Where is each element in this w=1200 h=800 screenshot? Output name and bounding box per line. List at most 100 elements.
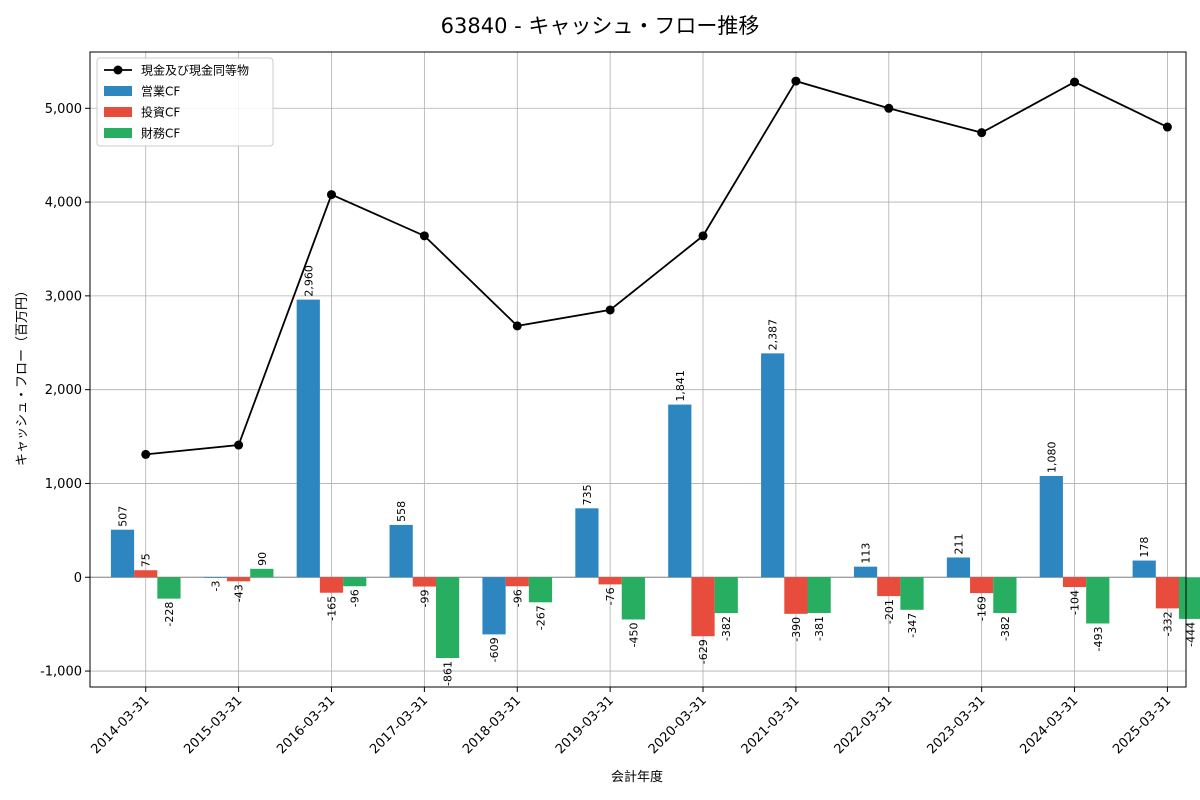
plot-frame xyxy=(89,51,1187,688)
bar-data-label: -382 xyxy=(999,616,1012,641)
cash-balance-point xyxy=(419,231,429,241)
y-axis: -1,000 0 1,000 2,000 3,000 4,000 5,000 xyxy=(40,102,90,680)
bar-data-label: -347 xyxy=(906,613,919,638)
bar xyxy=(134,570,158,578)
bar-data-label: 2,960 xyxy=(302,265,315,297)
y-tick-label: 5,000 xyxy=(45,102,82,117)
legend-frame xyxy=(96,57,274,147)
y-tick-label: 3,000 xyxy=(45,289,82,304)
bar xyxy=(853,566,878,578)
bar xyxy=(714,577,738,614)
bar-data-label: 507 xyxy=(117,506,130,527)
legend-bar-swatch xyxy=(104,128,132,138)
bar-data-label: 1,080 xyxy=(1045,441,1058,473)
legend-entry-label: 財務CF xyxy=(141,126,180,141)
bar xyxy=(807,577,831,613)
bar-data-label: 113 xyxy=(860,543,873,564)
cash-balance-point xyxy=(977,128,987,138)
bar-layer xyxy=(110,299,1200,659)
cash-balance-point xyxy=(326,190,336,200)
cash-balance-point xyxy=(512,321,522,331)
bar-data-label: 211 xyxy=(952,533,965,554)
data-label-layer: 507 -3 2,960 558 -609 735 1,841 2,387 113 211 1,08… xyxy=(117,265,1198,686)
cash-balance-point xyxy=(234,440,244,450)
y-axis-label: キャッシュ・フロー（百万円） xyxy=(15,284,30,466)
bar-data-label: -165 xyxy=(325,596,338,621)
legend-bar-swatch xyxy=(104,107,132,117)
bar xyxy=(528,577,553,603)
bar-data-label: 2,387 xyxy=(767,319,780,351)
bar-data-label: 90 xyxy=(256,552,269,566)
bar-data-label: -169 xyxy=(976,596,989,621)
bar xyxy=(1062,577,1087,588)
legend-entry-label: 現金及び現金同等物 xyxy=(141,63,249,78)
bar xyxy=(227,577,251,582)
bar xyxy=(203,577,227,578)
bar-data-label: -861 xyxy=(442,661,455,686)
plot-area: 507 -3 2,960 558 -609 735 1,841 2,387 113 211 1,08… xyxy=(89,51,1200,688)
bar xyxy=(319,577,344,593)
bar xyxy=(1086,577,1110,624)
cash-balance-line xyxy=(145,80,1168,456)
bar-data-label: 1,841 xyxy=(674,370,687,402)
cash-balance-point xyxy=(141,449,151,459)
bar xyxy=(505,577,529,587)
bar xyxy=(993,577,1017,614)
bar-data-label: -76 xyxy=(604,587,617,605)
bar-data-label: -43 xyxy=(233,584,246,602)
bar-data-label: -382 xyxy=(720,616,733,641)
y-tick-label: 4,000 xyxy=(45,196,82,211)
bar xyxy=(877,577,901,597)
bar xyxy=(296,299,320,578)
bar xyxy=(482,577,506,635)
bar-data-label: -267 xyxy=(534,605,547,630)
bar-data-label: -3 xyxy=(209,581,222,592)
x-axis-label: 会計年度 xyxy=(611,769,663,785)
bar-data-label: -201 xyxy=(883,599,896,624)
bar xyxy=(575,508,599,578)
bar-data-label: 735 xyxy=(581,484,594,505)
bar-data-label: -381 xyxy=(813,616,826,641)
bar-data-label: 178 xyxy=(1138,537,1151,558)
bar xyxy=(1039,475,1063,578)
bar xyxy=(784,577,808,614)
legend-entry-label: 投資CF xyxy=(141,105,180,120)
bar-data-label: -96 xyxy=(511,589,524,607)
bar xyxy=(343,577,367,587)
legend-bar-swatch xyxy=(104,86,132,96)
bar-data-label: -104 xyxy=(1069,590,1082,615)
bar xyxy=(1155,577,1180,609)
bar xyxy=(1179,577,1200,619)
bar-data-label: -390 xyxy=(790,617,803,642)
bar xyxy=(761,353,785,578)
bar xyxy=(621,577,645,620)
bar xyxy=(598,577,622,585)
bar-data-label: -96 xyxy=(349,589,362,607)
bar xyxy=(668,404,692,578)
bar-data-label: 558 xyxy=(395,501,408,522)
bar-data-label: 75 xyxy=(140,553,153,567)
bar xyxy=(435,577,460,659)
bar-data-label: -444 xyxy=(1185,622,1198,647)
cash-balance-point xyxy=(1070,77,1080,87)
cash-balance-point xyxy=(884,103,894,113)
bar xyxy=(691,577,715,637)
y-tick-label: 1,000 xyxy=(45,477,82,492)
y-tick-label: 2,000 xyxy=(45,383,82,398)
bar-data-label: -228 xyxy=(163,602,176,627)
bar-data-label: -332 xyxy=(1161,611,1174,636)
bar xyxy=(412,577,436,587)
bar xyxy=(157,577,181,599)
cash-balance-point xyxy=(698,231,708,241)
y-tick-label: 0 xyxy=(74,571,82,586)
bar xyxy=(250,568,274,578)
cash-balance-point xyxy=(791,76,801,86)
bar xyxy=(946,557,971,578)
cash-balance-point xyxy=(1162,122,1172,132)
legend-entry-label: 営業CF xyxy=(141,85,180,99)
bar xyxy=(389,524,413,578)
bar xyxy=(1132,560,1156,578)
bar xyxy=(900,577,924,610)
bar-data-label: -609 xyxy=(488,637,501,662)
